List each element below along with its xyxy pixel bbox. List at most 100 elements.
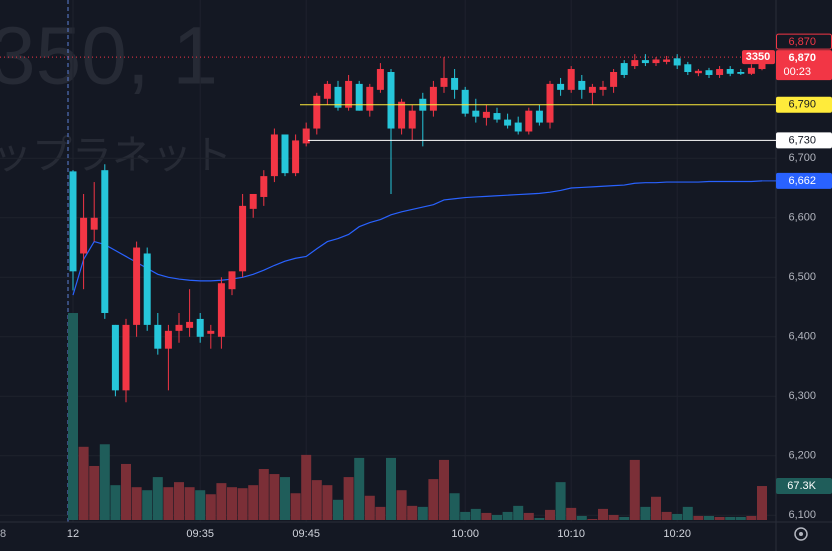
candle-body xyxy=(111,324,119,391)
candle-body xyxy=(355,83,363,111)
volume-bar xyxy=(68,313,78,520)
x-tick-label: 12 xyxy=(67,528,79,540)
volume-bar xyxy=(195,490,206,520)
volume-bar xyxy=(598,508,608,520)
watermark: ップラネット xyxy=(0,134,232,178)
candle-body xyxy=(122,324,130,391)
volume-bar xyxy=(566,507,577,520)
volume-bar xyxy=(110,485,121,520)
volume-bar xyxy=(672,513,683,520)
candle-body xyxy=(249,193,257,209)
volume-bar xyxy=(651,496,661,520)
candle-body xyxy=(217,283,225,337)
candle-body xyxy=(154,324,162,349)
vwap-label: 6,662 xyxy=(788,175,816,187)
candle-body xyxy=(652,59,660,64)
volume-bar xyxy=(682,506,693,520)
volume-bar xyxy=(227,487,237,520)
watermark: 350, 1 xyxy=(0,11,218,102)
volume-bar xyxy=(661,511,672,520)
candle-body xyxy=(292,140,300,174)
candle-body xyxy=(716,69,724,75)
volume-bar xyxy=(746,515,757,520)
candle-body xyxy=(663,59,671,62)
candle-body xyxy=(270,134,278,177)
volume-badge xyxy=(776,478,832,495)
candle-body xyxy=(175,324,183,331)
volume-bar xyxy=(693,515,704,520)
volume-bar xyxy=(492,514,502,520)
volume-bar xyxy=(301,454,312,520)
symbol-badge-label: 3350 xyxy=(746,51,770,63)
volume-bar xyxy=(343,477,354,520)
x-tick-label: 10:00 xyxy=(451,528,479,540)
volume-bar xyxy=(545,509,555,520)
volume-bar xyxy=(407,505,418,520)
volume-bar xyxy=(386,457,396,520)
volume-bar xyxy=(470,508,481,520)
high-badge-label: 6,870 xyxy=(788,36,816,48)
candle-body xyxy=(164,330,172,349)
volume-bar xyxy=(89,465,100,520)
candle-body xyxy=(143,253,151,325)
candle-body xyxy=(525,110,533,132)
volume-bar xyxy=(237,488,248,520)
settings-icon[interactable] xyxy=(794,527,808,541)
candle-body xyxy=(133,247,141,325)
candle-body xyxy=(726,69,734,74)
volume-bar xyxy=(152,477,163,520)
volume-bar xyxy=(142,490,153,520)
candle-body xyxy=(186,321,194,328)
last-price-badge xyxy=(776,50,832,81)
candle-body xyxy=(493,113,501,120)
candle-body xyxy=(557,83,565,90)
volume-bar xyxy=(534,517,545,520)
volume-bar xyxy=(216,483,227,520)
vwap-badge xyxy=(776,172,832,189)
last-price-label: 6,870 xyxy=(788,52,816,64)
candle-body xyxy=(440,77,448,87)
volume-bar xyxy=(174,482,184,520)
candle-body xyxy=(387,71,395,129)
level-badge xyxy=(776,96,832,113)
candle-body xyxy=(345,80,353,108)
x-tick-label: 10:20 xyxy=(663,528,691,540)
volume-bar xyxy=(513,505,524,520)
y-tick-label: 6,300 xyxy=(788,390,816,402)
candle-body xyxy=(514,122,522,132)
volume-bar xyxy=(121,463,131,520)
candle-body xyxy=(578,80,586,90)
volume-bar xyxy=(449,493,460,520)
volume-bar xyxy=(439,459,449,520)
volume-bar xyxy=(725,516,736,520)
volume-bar xyxy=(205,494,216,520)
volume-bar xyxy=(322,485,333,520)
candle-body xyxy=(196,318,204,337)
candle-body xyxy=(694,70,702,74)
volume-bar xyxy=(78,446,89,520)
x-edge-label: 8 xyxy=(0,528,6,540)
volume-label: 67.3K xyxy=(787,480,816,492)
volume-bar xyxy=(460,511,471,520)
candle-body xyxy=(260,176,268,197)
candle-body xyxy=(684,64,692,72)
volume-bar xyxy=(258,469,269,520)
candle-body xyxy=(302,128,310,144)
volume-bar xyxy=(375,506,386,520)
volume-bar xyxy=(354,457,365,520)
candle-body xyxy=(398,101,406,129)
candle-body xyxy=(451,77,459,90)
volume-bar xyxy=(587,518,598,520)
x-tick-label: 10:10 xyxy=(557,528,585,540)
candle-body xyxy=(737,71,745,74)
volume-bar xyxy=(417,506,428,520)
volume-bar xyxy=(269,474,280,520)
candle-body xyxy=(461,89,469,114)
level-badge xyxy=(776,132,832,149)
x-tick-label: 09:35 xyxy=(186,528,214,540)
candle-body xyxy=(323,83,331,99)
volume-bar xyxy=(619,516,630,520)
volume-bar xyxy=(629,459,640,520)
candle-body xyxy=(482,111,490,118)
candle-body xyxy=(705,70,713,75)
